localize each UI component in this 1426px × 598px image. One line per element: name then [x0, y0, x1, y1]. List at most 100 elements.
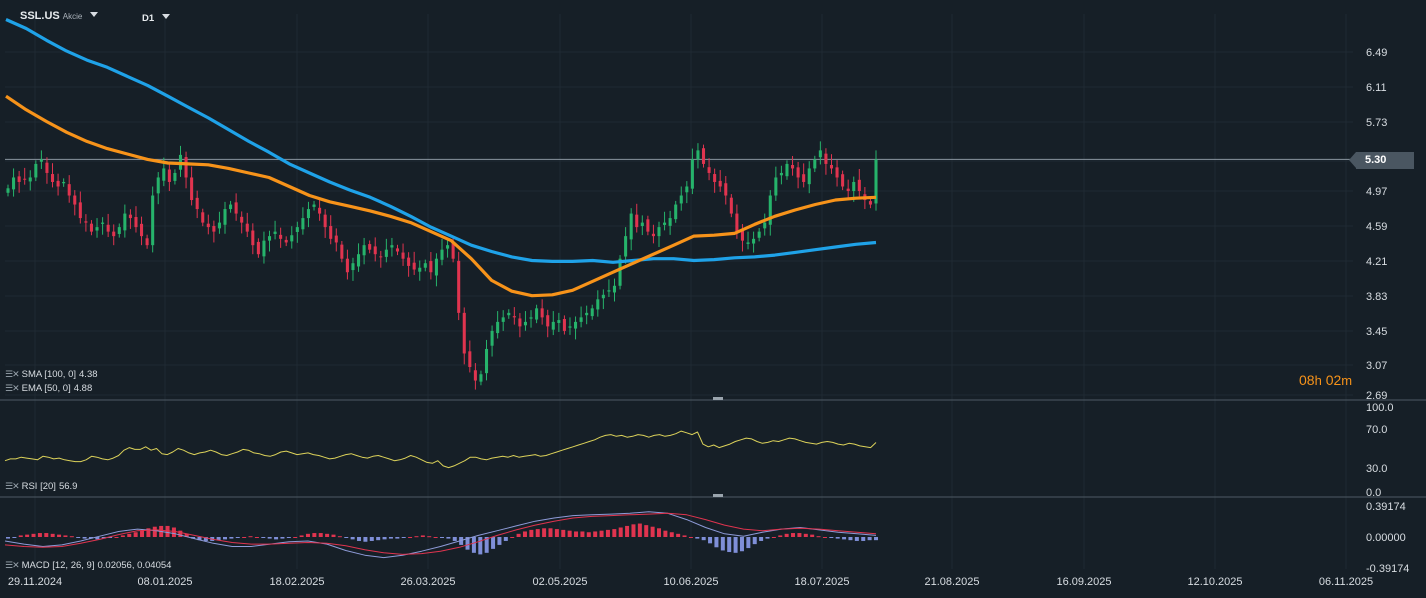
settings-icon[interactable]: ☰✕: [5, 560, 19, 571]
timeframe-selector[interactable]: D1: [142, 13, 170, 24]
candle-body: [758, 232, 761, 238]
price-tick-label: 3.07: [1366, 360, 1387, 372]
macd-histogram-bar: [38, 533, 42, 537]
macd-histogram-bar: [351, 537, 355, 539]
candle-body: [602, 295, 605, 298]
candle-body: [84, 221, 87, 222]
settings-icon[interactable]: ☰✕: [5, 369, 19, 380]
pane-resize-handle: [713, 397, 723, 400]
candle-body: [407, 258, 410, 266]
macd-histogram-bar: [804, 534, 808, 537]
macd-histogram-bar: [427, 536, 431, 537]
settings-icon[interactable]: ☰✕: [5, 383, 19, 394]
macd-histogram-bar: [127, 534, 131, 537]
macd-histogram-bar: [657, 528, 661, 537]
macd-histogram-bar: [236, 537, 240, 538]
settings-icon[interactable]: ☰✕: [5, 481, 19, 492]
rsi-value: 56.9: [59, 481, 78, 492]
date-tick-label: 29.11.2024: [8, 576, 62, 588]
candle-body: [730, 198, 733, 214]
macd-histogram-bar: [421, 535, 425, 537]
candle-body: [402, 253, 405, 259]
candle-body: [813, 159, 816, 168]
macd-histogram-bar: [268, 537, 272, 539]
candle-body: [196, 198, 199, 209]
macd-histogram-bar: [625, 526, 629, 537]
last-price-tag: 5.30: [1356, 152, 1414, 169]
candle-body: [535, 308, 538, 319]
candle-body: [168, 170, 171, 182]
candle-body: [808, 168, 811, 184]
pane-resize-handle: [713, 494, 723, 497]
macd-histogram-bar: [249, 536, 253, 537]
candle-body: [129, 215, 132, 218]
candle-body: [440, 250, 443, 260]
macd-histogram-bar: [766, 537, 770, 539]
macd-histogram-bar: [434, 537, 438, 538]
macd-histogram-bar: [644, 525, 648, 537]
price-tick-label: 4.97: [1366, 186, 1387, 198]
macd-histogram-bar: [695, 537, 699, 539]
candle-body: [869, 201, 872, 204]
date-tick-label: 16.09.2025: [1056, 576, 1111, 588]
candle-body: [274, 232, 277, 234]
candle-body: [479, 374, 482, 381]
symbol-selector[interactable]: SSL.US Akcie: [20, 10, 98, 22]
macd-histogram-bar: [287, 537, 291, 538]
ema-legend[interactable]: ☰✕ EMA [50, 0] 4.88: [5, 383, 92, 394]
macd-histogram-bar: [785, 534, 789, 537]
candle-body: [396, 248, 399, 251]
price-tick-label: 4.21: [1366, 256, 1387, 268]
macd-histogram-bar: [312, 533, 316, 537]
candle-body: [379, 256, 382, 257]
sma-legend[interactable]: ☰✕ SMA [100, 0] 4.38: [5, 369, 98, 380]
macd-histogram-bar: [497, 537, 501, 545]
price-tick-label: 3.83: [1366, 291, 1387, 303]
date-tick-label: 12.10.2025: [1187, 576, 1242, 588]
candle-body: [218, 223, 221, 229]
date-tick-label: 08.01.2025: [137, 576, 192, 588]
macd-value: 0.02056, 0.04054: [97, 560, 171, 571]
ema-line: [6, 96, 876, 296]
macd-histogram-bar: [280, 537, 284, 539]
macd-legend[interactable]: ☰✕ MACD [12, 26, 9] 0.02056, 0.04054: [5, 560, 171, 571]
candle-body: [223, 209, 226, 225]
candle-body: [307, 209, 310, 218]
macd-histogram-bar: [631, 524, 635, 537]
candle-body: [134, 217, 137, 227]
candle-body: [780, 173, 783, 175]
countdown-hours: 08: [1299, 372, 1315, 388]
macd-histogram-bar: [83, 537, 87, 539]
macd-histogram-bar: [12, 537, 16, 538]
candle-body: [836, 167, 839, 177]
candle-body: [262, 241, 265, 257]
sma-label: SMA [100, 0]: [22, 369, 76, 380]
macd-histogram-bar: [300, 535, 304, 537]
candle-body: [62, 182, 65, 183]
candle-body: [424, 263, 427, 268]
candle-body: [563, 319, 566, 331]
candle-body: [162, 168, 165, 180]
candle-body: [390, 245, 393, 247]
candle-body: [585, 313, 588, 315]
candle-body: [557, 320, 560, 323]
candle-body: [774, 177, 777, 195]
macd-histogram-bar: [829, 537, 833, 538]
candle-body: [624, 236, 627, 256]
candle-body: [591, 308, 594, 316]
candle-body: [735, 214, 738, 232]
candle-body: [630, 214, 633, 240]
macd-histogram-bar: [549, 528, 553, 537]
candle-body: [791, 165, 794, 168]
macd-histogram-bar: [57, 535, 61, 537]
candle-body: [57, 181, 60, 187]
rsi-legend[interactable]: ☰✕ RSI [20] 56.9: [5, 481, 77, 492]
candle-body: [296, 227, 299, 232]
date-tick-label: 10.06.2025: [663, 576, 718, 588]
candle-body: [268, 236, 271, 241]
macd-histogram-bar: [670, 532, 674, 537]
candle-body: [574, 322, 577, 329]
instrument-type: Akcie: [63, 12, 83, 21]
candle-body: [235, 202, 238, 213]
